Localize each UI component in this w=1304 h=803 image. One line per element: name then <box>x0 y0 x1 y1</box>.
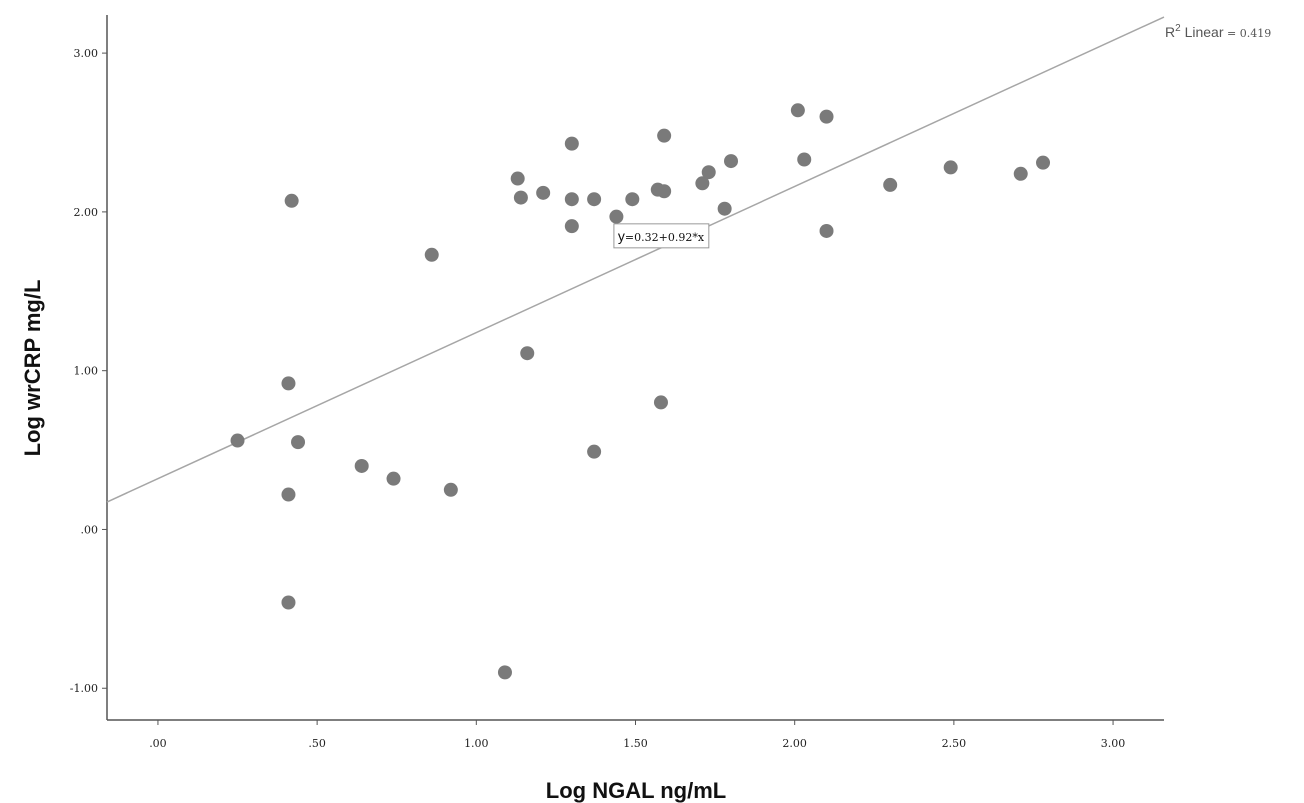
data-point <box>701 165 716 180</box>
data-point <box>797 152 812 167</box>
x-tick-label: 1.50 <box>623 737 648 750</box>
data-point <box>564 136 579 151</box>
data-point <box>657 128 672 143</box>
y-axis-title: Log wrCRP mg/L <box>20 280 45 457</box>
x-tick-label: 2.50 <box>942 737 967 750</box>
regression-equation-y: y <box>618 228 625 244</box>
data-point <box>536 185 551 200</box>
data-point <box>443 482 458 497</box>
r2-linear-label: Linear <box>1181 24 1224 40</box>
data-point <box>386 471 401 486</box>
data-point <box>717 201 732 216</box>
data-point <box>1013 166 1028 181</box>
data-point <box>510 171 525 186</box>
data-point <box>1036 155 1051 170</box>
regression-equation-terms: =0.32+0.92*x <box>625 231 705 244</box>
regression-equation-box: y=0.32+0.92*x <box>613 223 710 249</box>
data-points <box>230 103 1051 680</box>
x-axis-ticks: .00 .50 1.00 1.50 2.00 2.50 3.00 <box>149 720 1125 750</box>
x-axis-title: Log NGAL ng/mL <box>546 778 726 803</box>
data-point <box>587 444 602 459</box>
data-point <box>281 376 296 391</box>
data-point <box>609 209 624 224</box>
regression-line <box>106 16 1165 503</box>
r2-symbol: R <box>1165 24 1175 40</box>
x-tick-label: .50 <box>308 737 326 750</box>
x-tick-label: .00 <box>149 737 167 750</box>
plot-area: -1.00 .00 1.00 2.00 3.00 .00 .50 1.00 1.50 2.00 2… <box>70 15 1271 750</box>
y-tick-label: .00 <box>81 523 99 536</box>
regression-equation-frame <box>613 223 710 249</box>
x-tick-label: 3.00 <box>1101 737 1126 750</box>
data-point <box>564 219 579 234</box>
data-point <box>520 346 535 361</box>
data-point <box>564 192 579 207</box>
data-point <box>291 435 306 450</box>
data-point <box>625 192 640 207</box>
data-point <box>281 595 296 610</box>
data-point <box>284 193 299 208</box>
y-axis-ticks: -1.00 .00 1.00 2.00 3.00 <box>70 47 107 695</box>
data-point <box>790 103 805 118</box>
data-point <box>883 177 898 192</box>
data-point <box>513 190 528 205</box>
y-tick-label: -1.00 <box>70 682 98 695</box>
y-tick-label: 3.00 <box>74 47 99 60</box>
data-point <box>657 184 672 199</box>
data-point <box>587 192 602 207</box>
data-point <box>653 395 668 410</box>
data-point <box>354 458 369 473</box>
x-tick-label: 1.00 <box>464 737 489 750</box>
y-tick-label: 1.00 <box>74 365 99 378</box>
data-point <box>819 223 834 238</box>
data-point <box>943 160 958 175</box>
r2-value: = 0.419 <box>1224 27 1272 40</box>
r2-annotation: R2 Linear = 0.419 <box>1165 23 1271 40</box>
data-point <box>819 109 834 124</box>
y-tick-label: 2.00 <box>74 206 99 219</box>
data-point <box>424 247 439 262</box>
data-point <box>230 433 245 448</box>
data-point <box>724 154 739 169</box>
regression-equation: y=0.32+0.92*x <box>618 228 705 244</box>
r2-superscript: 2 <box>1175 23 1181 34</box>
data-point <box>497 665 512 680</box>
x-tick-label: 2.00 <box>782 737 807 750</box>
data-point <box>281 487 296 502</box>
data-point <box>695 176 710 191</box>
